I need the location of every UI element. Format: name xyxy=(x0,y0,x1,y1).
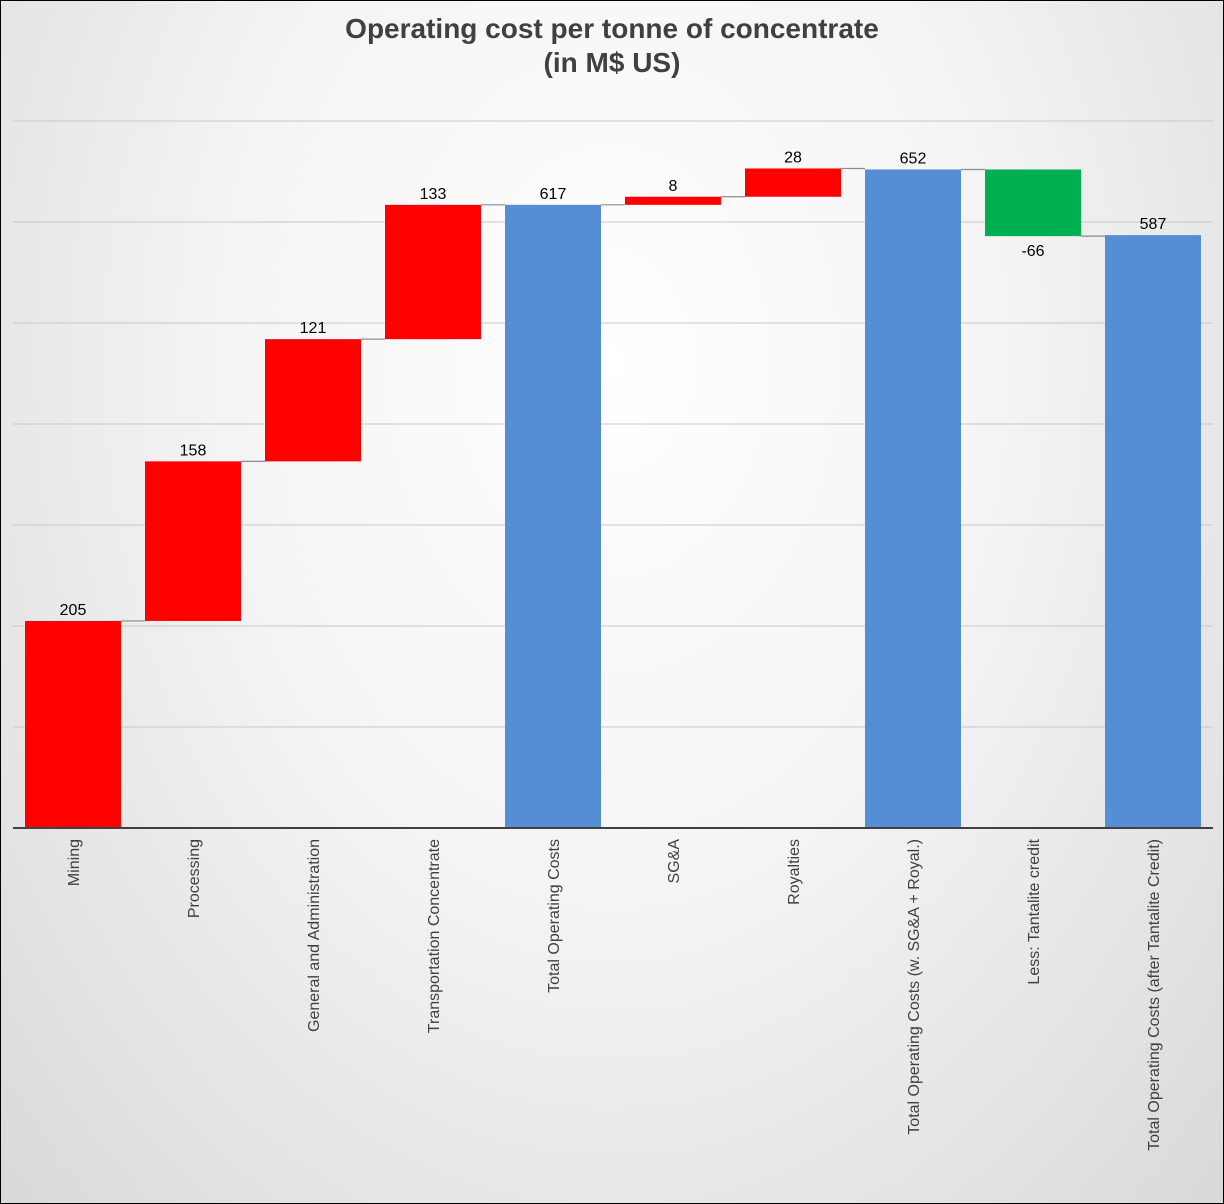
data-label: 652 xyxy=(900,150,927,167)
category-label: Processing xyxy=(186,839,203,918)
bar-increase xyxy=(385,204,481,340)
data-label: 8 xyxy=(669,178,678,195)
category-label: Total Operating Costs xyxy=(546,839,563,993)
category-label: Total Operating Costs (w. SG&A + Royal.) xyxy=(906,839,923,1135)
chart-title: Operating cost per tonne of concentrate xyxy=(345,13,879,44)
bar-total xyxy=(1105,235,1201,828)
data-label: 587 xyxy=(1140,216,1167,233)
connectors xyxy=(121,167,1105,622)
data-label: 617 xyxy=(540,186,567,203)
bar-increase xyxy=(25,620,121,828)
bar-total xyxy=(865,169,961,829)
bar-increase xyxy=(145,461,241,621)
category-labels: Mining Processing General and Administrati… xyxy=(66,838,1163,1150)
bar-increase xyxy=(745,168,841,197)
category-label: Mining xyxy=(66,839,83,886)
category-label: Less: Tantalite credit xyxy=(1026,838,1043,984)
category-label: General and Administration xyxy=(306,839,323,1032)
data-label: 133 xyxy=(420,186,447,203)
category-label: Transportation Concentrate xyxy=(426,839,443,1033)
bar-total xyxy=(505,204,601,828)
bar-increase xyxy=(625,196,721,205)
data-label: 205 xyxy=(60,602,87,619)
category-label: Royalties xyxy=(786,839,803,905)
bar-decrease xyxy=(985,169,1081,237)
data-labels: 205 158 121 133 617 8 28 652 -66 587 xyxy=(60,149,1167,618)
data-label: 28 xyxy=(784,149,802,166)
bar-increase xyxy=(265,339,361,462)
category-label: Total Operating Costs (after Tantalite C… xyxy=(1146,839,1163,1151)
bars xyxy=(25,168,1201,829)
data-label: 121 xyxy=(300,320,327,337)
category-label: SG&A xyxy=(666,839,683,884)
chart-subtitle: (in M$ US) xyxy=(543,47,681,78)
data-label: 158 xyxy=(180,442,207,459)
data-label: -66 xyxy=(1021,243,1044,260)
